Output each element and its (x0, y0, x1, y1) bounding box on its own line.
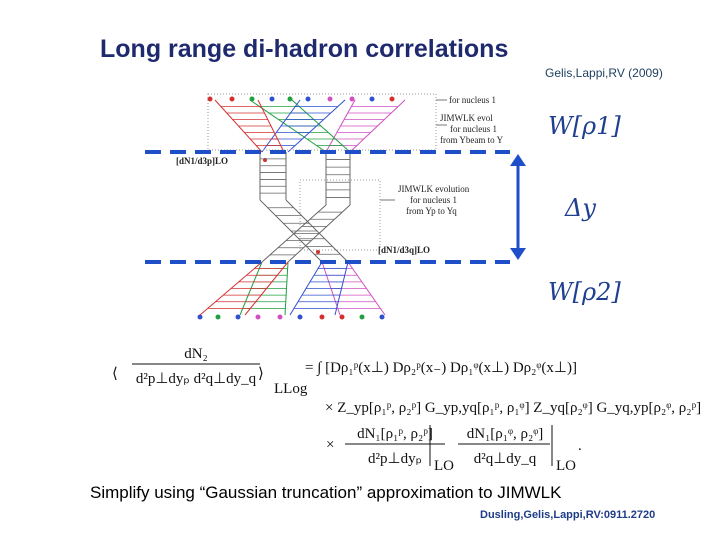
label: for nucleus 1 (449, 95, 496, 105)
gluon-dot (277, 314, 283, 320)
vertex-label: [dN1/d3q]LO (378, 245, 430, 255)
label: JIMWLK evol (440, 113, 493, 123)
gluon-dot (235, 314, 241, 320)
ladder-side (257, 99, 285, 153)
bracket: ⟩ (258, 366, 264, 382)
line2: × Z_yp[ρ₁ᵖ, ρ₂ᵖ] G_yp,yq[ρ₁ᵖ, ρ₁ᵠ] Z_yq[… (325, 400, 701, 416)
ladder-side (214, 99, 263, 153)
diagram: for nucleus 1 JIMWLK evol for nucleus 1 … (145, 93, 621, 320)
times: × (326, 437, 334, 453)
ladder-side (261, 99, 301, 153)
denominator: d²p⊥dyₚ (368, 451, 422, 467)
denominator: d²q⊥dy_q (474, 451, 537, 467)
gluon-dot (297, 314, 303, 320)
label: from Yp to Yq (406, 206, 457, 216)
ladder-side (284, 261, 289, 316)
gluon-dot (287, 96, 293, 102)
footer: Dusling,Gelis,Lappi,RV:0911.2720 (480, 509, 655, 521)
numerator: dN₁[ρ₁ᵖ, ρ₂ᵖ] (357, 426, 433, 442)
gluon-dot (215, 314, 221, 320)
gluon-dot (359, 314, 365, 320)
gluon-dot (319, 314, 325, 320)
gluon-dot (305, 96, 311, 102)
ladder-side (291, 99, 351, 153)
period: . (578, 438, 582, 454)
rhs: = ∫ [Dρ₁ᵖ(x⊥) Dρ₂ᵖ(x₋) Dρ₁ᵠ(x⊥) Dρ₂ᵠ(x⊥)… (305, 360, 577, 376)
gluon-dot (255, 314, 261, 320)
gluon-dot (389, 96, 395, 102)
ladder-side (347, 261, 386, 316)
equation: ⟨ ⟩ dN₂ d²p⊥dyₚ d²q⊥dy_q LLog = ∫ [Dρ₁ᵖ(… (112, 346, 701, 474)
w-rho2: W[ρ2] (548, 278, 621, 306)
w-rho1: W[ρ1] (548, 112, 621, 140)
label: for nucleus 1 (450, 124, 497, 134)
ladder-side (259, 199, 323, 263)
citation: Gelis,Lappi,RV (2009) (545, 66, 663, 80)
gluon-dot (229, 96, 235, 102)
subscript: LLog (274, 381, 308, 397)
gluon-dot (379, 314, 385, 320)
vertex-label: [dN1/d3p]LO (176, 156, 228, 166)
ladder-side (244, 261, 289, 316)
denominator: d²p⊥dyₚ d²q⊥dy_q (136, 371, 257, 387)
caption: Simplify using “Gaussian truncation” app… (90, 483, 562, 502)
numerator: dN₂ (184, 346, 208, 362)
ladder-side (289, 261, 323, 316)
dotted-box (299, 179, 381, 251)
ladder-side (285, 199, 349, 263)
subscript: LO (434, 458, 454, 474)
gluon-dot (349, 96, 355, 102)
bracket: ⟨ (112, 366, 118, 382)
gluon-dot (327, 96, 333, 102)
gluon-dot (339, 314, 345, 320)
ladder-side (199, 261, 263, 316)
dotted-box (207, 93, 437, 151)
gluon-dot (269, 96, 275, 102)
ladder-side (334, 261, 349, 316)
delta-y: Δy (564, 194, 596, 222)
ladder-side (325, 99, 356, 153)
gluon-dot (369, 96, 375, 102)
numerator: dN₁[ρ₁ᵠ, ρ₂ᵠ] (467, 426, 544, 442)
vertex (316, 250, 320, 254)
label: JIMWLK evolution (398, 184, 470, 194)
ladder-side (349, 99, 406, 153)
gluon-dot (207, 96, 213, 102)
arrow-heads (510, 154, 526, 260)
ladder-side (287, 99, 346, 153)
label: from Ybeam to Y (440, 135, 504, 145)
subscript: LO (556, 458, 576, 474)
label: for nucleus 1 (410, 195, 457, 205)
title: Long range di-hadron correlations (100, 35, 508, 63)
gluon-dot (197, 314, 203, 320)
